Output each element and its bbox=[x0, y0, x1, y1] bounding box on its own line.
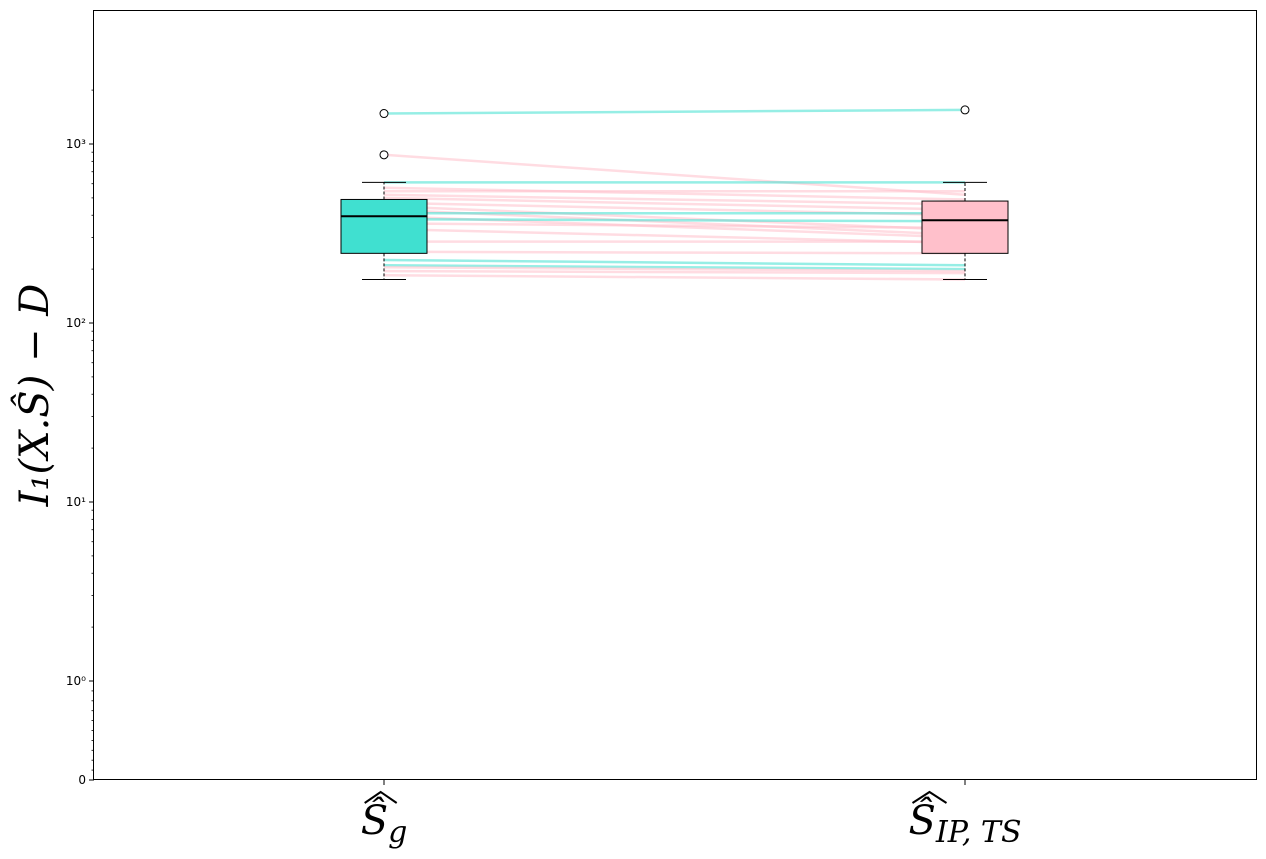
pair-line-20 bbox=[383, 269, 966, 275]
hat-accent bbox=[364, 790, 398, 804]
box-0 bbox=[340, 109, 428, 280]
boxes bbox=[340, 105, 1009, 280]
paired-lines bbox=[383, 108, 966, 281]
outlier-point bbox=[379, 109, 389, 119]
svg-text:I₁(X.Ŝ) − D: I₁(X.Ŝ) − D bbox=[11, 284, 58, 508]
pair-line-16 bbox=[383, 250, 966, 255]
y-axis: 0 10⁰ 10¹ 10² 10³ bbox=[66, 89, 94, 787]
pair-line-21 bbox=[383, 273, 966, 281]
outlier-point bbox=[379, 150, 389, 160]
pair-line-19 bbox=[383, 265, 966, 273]
pair-line-1 bbox=[383, 153, 966, 197]
box-1 bbox=[921, 105, 1009, 280]
hat-accent bbox=[911, 790, 948, 804]
y-tick-label: 10⁰ bbox=[66, 674, 86, 688]
x-axis: Ŝg ŜIP, TS bbox=[361, 780, 1022, 850]
box-body bbox=[921, 200, 1009, 254]
pair-line-5 bbox=[383, 193, 966, 206]
box-body bbox=[340, 198, 428, 254]
outlier-point bbox=[960, 105, 970, 115]
y-tick-label: 10² bbox=[66, 316, 86, 330]
pair-line-6 bbox=[383, 196, 966, 211]
pair-line-13 bbox=[383, 222, 966, 230]
y-tick-label: 0 bbox=[78, 773, 86, 787]
plot-frame bbox=[93, 10, 1257, 780]
pair-line-12 bbox=[383, 217, 966, 223]
y-axis-label: I₁(X.Ŝ) − D bbox=[11, 284, 58, 508]
pair-line-0 bbox=[383, 108, 966, 115]
x-tick-label: ŜIP, TS bbox=[909, 797, 1022, 850]
x-tick-label: Ŝg bbox=[361, 797, 408, 850]
pair-line-18 bbox=[383, 264, 966, 271]
y-tick-label: 10¹ bbox=[66, 495, 86, 509]
y-tick-label: 10³ bbox=[66, 137, 86, 151]
pair-line-3 bbox=[383, 186, 966, 201]
pair-line-17 bbox=[383, 258, 966, 267]
